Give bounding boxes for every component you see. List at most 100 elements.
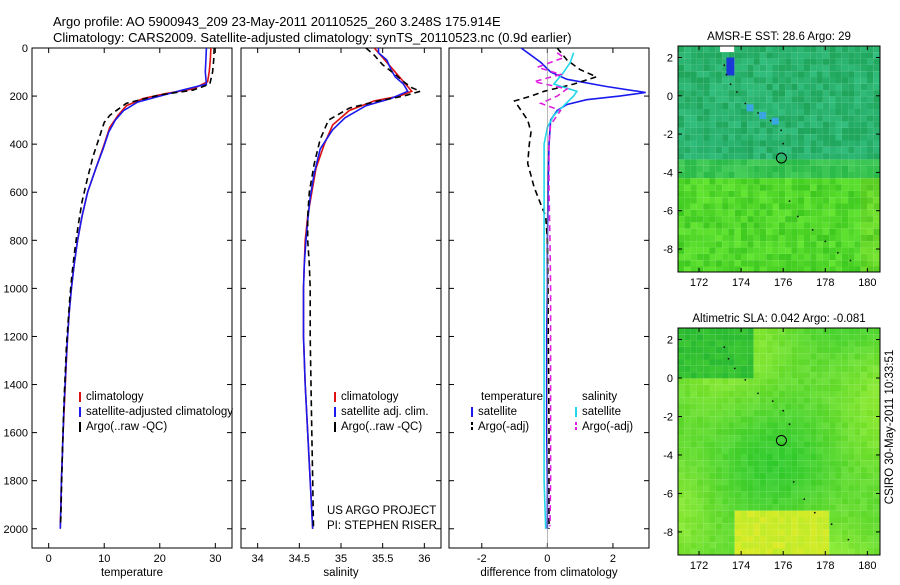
map-cell xyxy=(747,254,753,260)
map-cell xyxy=(773,46,779,52)
map-cell xyxy=(861,185,867,191)
map-cell xyxy=(741,404,747,410)
map-cell xyxy=(829,530,835,536)
figure-title-line1: Argo profile: AO 5900943_209 23-May-2011… xyxy=(53,14,501,29)
map-cell xyxy=(829,248,835,254)
map-cell xyxy=(817,65,823,71)
map-cell xyxy=(684,115,690,121)
map-cell xyxy=(854,448,860,454)
map-cell xyxy=(760,134,766,140)
map-cell xyxy=(867,59,873,65)
map-cell xyxy=(798,65,804,71)
map-cell xyxy=(760,122,766,128)
map-cell xyxy=(716,479,722,485)
map-cell xyxy=(703,222,709,228)
map-cell xyxy=(678,103,684,109)
track-point xyxy=(814,512,816,514)
map-cell xyxy=(823,454,829,460)
map-cell xyxy=(773,109,779,115)
map-cell xyxy=(697,378,703,384)
map-cell xyxy=(728,254,734,260)
map-cell xyxy=(823,90,829,96)
map-cell xyxy=(785,65,791,71)
map-cell xyxy=(691,134,697,140)
map-cell xyxy=(722,141,728,147)
map-cell xyxy=(873,360,879,366)
map-cell xyxy=(728,504,734,510)
map-cell xyxy=(703,210,709,216)
map-cell xyxy=(728,103,734,109)
map-cell xyxy=(779,254,785,260)
map-cell xyxy=(741,260,747,266)
map-cell xyxy=(722,78,728,84)
map-cell xyxy=(728,147,734,153)
map-cell xyxy=(722,511,728,517)
map-cell xyxy=(854,423,860,429)
map-cell xyxy=(842,159,848,165)
map-cell xyxy=(678,448,684,454)
map-cell xyxy=(810,260,816,266)
map-cell xyxy=(861,65,867,71)
map-cell xyxy=(741,71,747,77)
map-cell xyxy=(791,536,797,542)
map-cell xyxy=(710,460,716,466)
map-cell xyxy=(747,235,753,241)
map-cell xyxy=(684,391,690,397)
map-cell xyxy=(836,372,842,378)
map-cell xyxy=(710,153,716,159)
map-cell xyxy=(817,109,823,115)
map-cell xyxy=(867,84,873,90)
map-cell xyxy=(836,416,842,422)
map-cell xyxy=(684,523,690,529)
map-cell xyxy=(697,248,703,254)
map-cell xyxy=(766,360,772,366)
map-cell xyxy=(716,241,722,247)
map-cell xyxy=(861,222,867,228)
map-cell xyxy=(760,454,766,460)
map-cell xyxy=(817,122,823,128)
map-cell xyxy=(848,517,854,523)
map-cell xyxy=(703,103,709,109)
map-cell xyxy=(867,229,873,235)
map-cell xyxy=(810,166,816,172)
map-cell xyxy=(779,84,785,90)
map-cell xyxy=(817,216,823,222)
map-cell xyxy=(710,84,716,90)
map-cell xyxy=(710,241,716,247)
map-cell xyxy=(716,122,722,128)
map-cell xyxy=(684,347,690,353)
y-tick-label: 2 xyxy=(667,52,673,64)
map-cell xyxy=(747,267,753,273)
map-cell xyxy=(867,498,873,504)
map-cell xyxy=(848,141,854,147)
map-cell xyxy=(747,504,753,510)
map-cell xyxy=(691,334,697,340)
map-cell xyxy=(741,511,747,517)
map-cell xyxy=(861,235,867,241)
map-cell xyxy=(684,147,690,153)
map-cell xyxy=(817,166,823,172)
map-cell xyxy=(741,423,747,429)
map-cell xyxy=(697,530,703,536)
map-cell xyxy=(766,416,772,422)
map-cell xyxy=(697,115,703,121)
map-cell xyxy=(760,178,766,184)
map-cell xyxy=(760,366,766,372)
map-cell xyxy=(684,96,690,102)
map-cell xyxy=(722,492,728,498)
legend-label: Argo(..raw -QC) xyxy=(341,421,422,433)
map-cell xyxy=(754,347,760,353)
map-cell xyxy=(823,197,829,203)
map-cell xyxy=(760,153,766,159)
map-cell xyxy=(791,473,797,479)
map-cell xyxy=(710,416,716,422)
map-cell xyxy=(710,134,716,140)
map-cell xyxy=(836,536,842,542)
map-cell xyxy=(722,360,728,366)
map-cell xyxy=(810,536,816,542)
map-cell xyxy=(823,416,829,422)
map-cell xyxy=(829,498,835,504)
series-line-sat_sal xyxy=(544,53,577,529)
map-cell xyxy=(697,460,703,466)
map-cell xyxy=(854,378,860,384)
